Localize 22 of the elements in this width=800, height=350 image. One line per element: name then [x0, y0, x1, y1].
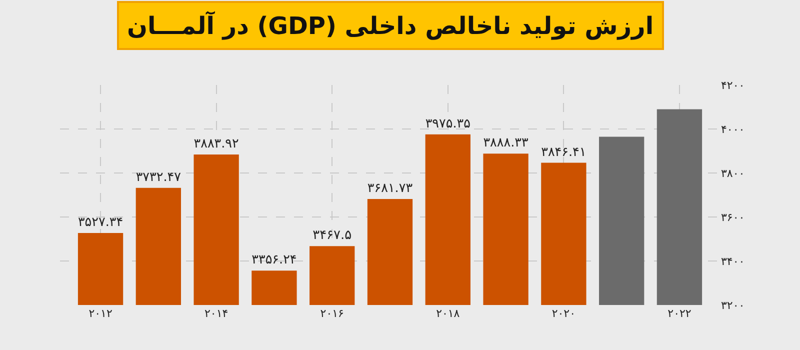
y-tick-label: ۳۶۰۰ [721, 210, 745, 224]
y-tick-label: ۳۸۰۰ [721, 166, 745, 180]
x-tick-label: ۲۰۱۸ [436, 307, 460, 320]
x-tick-label: ۲۰۲۰ [552, 307, 576, 320]
data-label: ۳۳۵۶.۲۴ [252, 252, 297, 268]
data-label: ۳۴۶۷.۵ [312, 228, 352, 244]
x-tick-label: ۲۰۱۴ [204, 307, 228, 320]
data-label: ۳۸۸۸.۳۳ [483, 136, 528, 151]
y-tick-label: ۳۴۰۰ [721, 254, 745, 268]
x-tick-label: ۲۰۲۲ [668, 307, 692, 320]
data-label: ۳۶۸۱.۷۳ [367, 181, 413, 196]
x-tick-label: ۲۰۱۶ [320, 307, 344, 320]
data-label: ۳۸۴۶.۴۱ [541, 144, 586, 160]
data-label: ۳۵۲۷.۳۴ [78, 215, 124, 230]
x-tick-label: ۲۰۱۲ [88, 307, 112, 320]
y-tick-label: ۳۲۰۰ [721, 298, 745, 312]
data-label: ۳۷۳۲.۴۷ [136, 170, 182, 185]
y-tick-label: ۴۲۰۰ [721, 78, 745, 92]
data-label: ۳۹۷۵.۳۵ [425, 116, 471, 132]
chart-title: ارزش تولید ناخالص داخلی (GDP) در آلمـــان [127, 11, 654, 40]
data-label: ۳۸۸۳.۹۲ [194, 136, 240, 152]
y-tick-label: ۴۰۰۰ [721, 122, 745, 136]
